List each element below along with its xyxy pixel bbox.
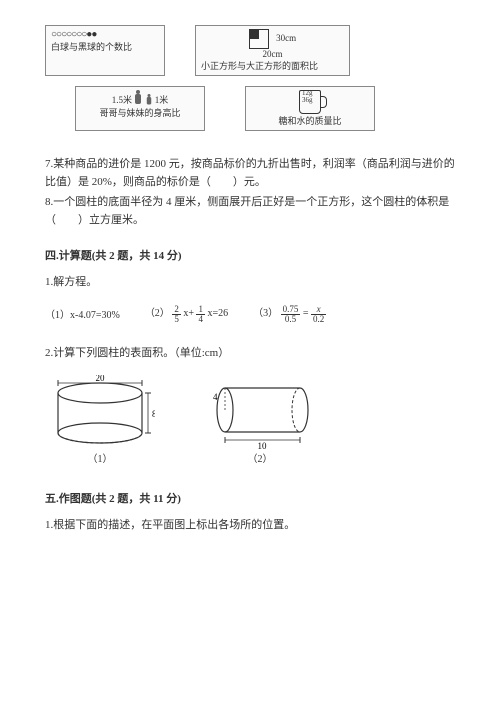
sub-2: 2.计算下列圆柱的表面积。（单位:cm） — [45, 344, 455, 360]
square-icon — [249, 29, 269, 49]
question-8: 8.一个圆柱的底面半径为 4 厘米，侧面展开后正好是一个正方形，这个圆柱的体积是… — [45, 194, 455, 229]
cylinder-2: 4 10 （2） — [205, 380, 315, 465]
box3-right: 1米 — [155, 95, 169, 105]
c1-d-label: 20 — [96, 375, 106, 383]
question-7: 7.某种商品的进价是 1200 元，按商品标价的九折出售时，利润率（商品利润与进… — [45, 156, 455, 191]
white-circles: ○○○○○○○ — [51, 29, 86, 40]
box3-left: 1.5米 — [112, 95, 132, 105]
cylinder-1: 20 8 （1） — [45, 375, 155, 465]
person-icon — [146, 94, 152, 106]
box2-caption: 小正方形与大正方形的面积比 — [201, 59, 344, 72]
box3-caption: 哥哥与妹妹的身高比 — [81, 106, 199, 119]
eq3: （3） 0.750.5 = x0.2 — [253, 304, 326, 323]
box1-label: 白球与黑球的个数比 — [51, 40, 159, 53]
box4-t2: 36g — [302, 97, 313, 104]
box2-30cm: 30cm — [276, 33, 296, 43]
box-sugar: 12g 36g 糖和水的质量比 — [245, 86, 375, 131]
box-balls: ○○○○○○○●● 白球与黑球的个数比 — [45, 25, 165, 76]
eq2: （2） 25 x+ 14 x=26 — [145, 304, 228, 323]
equation-row: （1）x-4.07=30% （2） 25 x+ 14 x=26 （3） 0.75… — [45, 304, 455, 323]
cyl1-label: （1） — [45, 450, 155, 465]
cylinder1-svg: 20 8 — [45, 375, 155, 450]
c2-r-label: 4 — [213, 392, 218, 402]
sub-5-1: 1.根据下面的描述，在平面图上标出各场所的位置。 — [45, 516, 455, 532]
box4-caption: 糖和水的质量比 — [251, 114, 369, 127]
c1-h-label: 8 — [152, 409, 155, 419]
person-icon — [134, 90, 142, 106]
c2-l-label: 10 — [258, 441, 268, 450]
section-4-title: 四.计算题(共 2 题，共 14 分) — [45, 247, 455, 263]
black-circles: ●● — [86, 29, 96, 40]
cyl2-label: （2） — [205, 450, 315, 465]
eq1: （1）x-4.07=30% — [45, 306, 120, 321]
section-5-title: 五.作图题(共 2 题，共 11 分) — [45, 490, 455, 506]
box-height: 1.5米 1米 哥哥与妹妹的身高比 — [75, 86, 205, 131]
cylinder2-svg: 4 10 — [205, 380, 315, 450]
box-squares: 30cm 20cm 小正方形与大正方形的面积比 — [195, 25, 350, 76]
box2-20cm: 20cm — [201, 49, 344, 59]
sub-1: 1.解方程。 — [45, 273, 455, 289]
